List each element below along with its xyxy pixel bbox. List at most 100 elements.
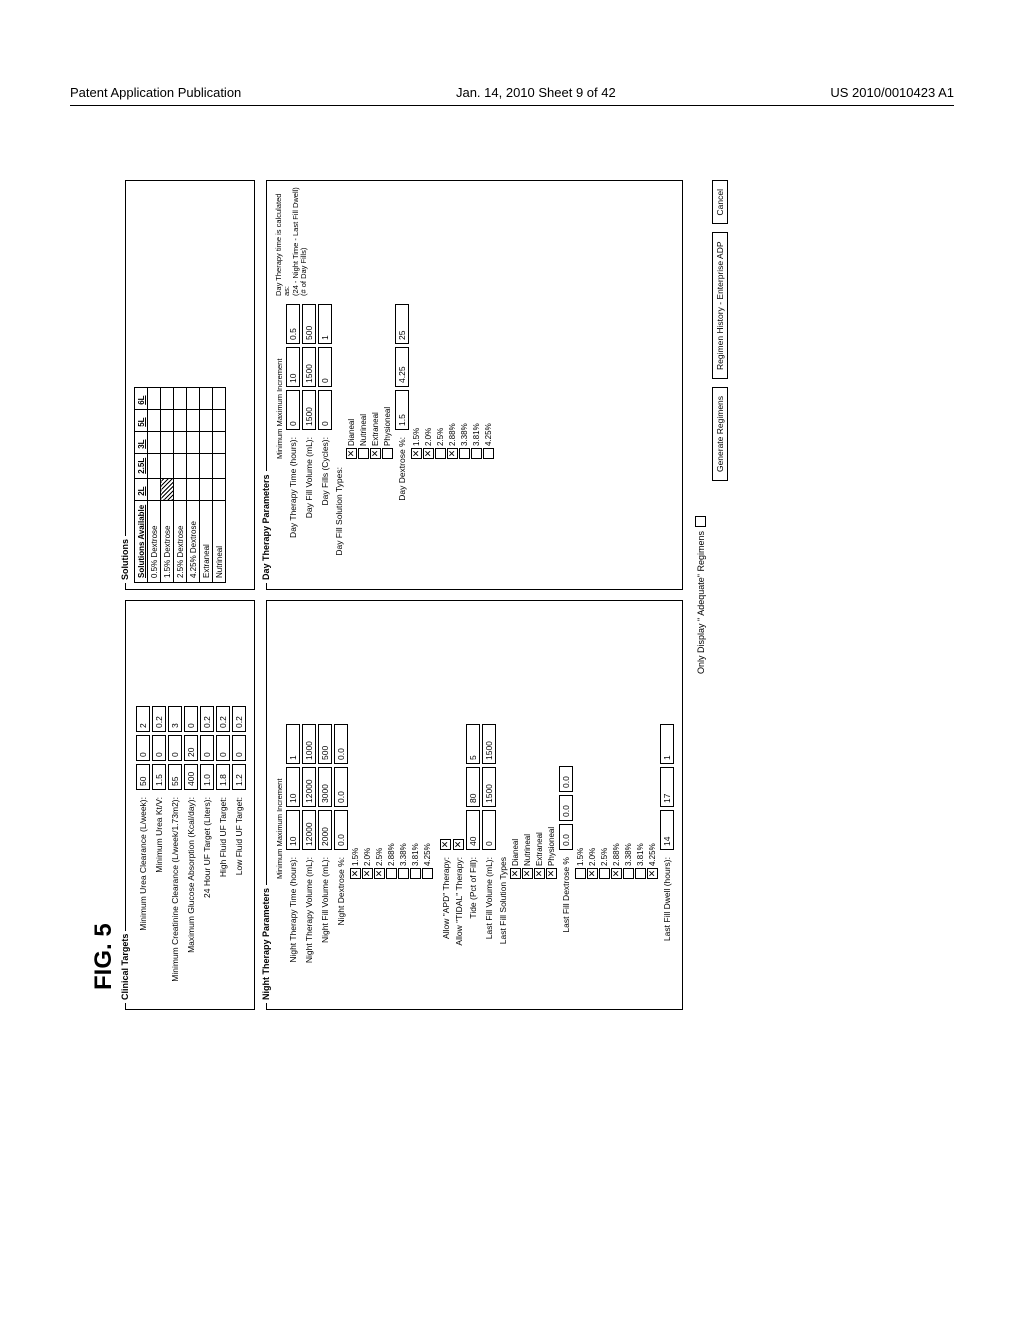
sol-cell[interactable] xyxy=(213,387,226,409)
ct-val-b[interactable]: 0 xyxy=(168,735,182,761)
cancel-button[interactable]: Cancel xyxy=(712,180,728,224)
day-dex-opt-checkbox[interactable] xyxy=(423,448,434,459)
lastfillsol-checkbox[interactable] xyxy=(522,868,533,879)
lastfilldex-opt-checkbox[interactable] xyxy=(623,868,634,879)
sol-cell[interactable] xyxy=(148,478,161,500)
sol-cell[interactable] xyxy=(161,478,174,500)
night-dextrose-min[interactable]: 0.0 xyxy=(334,810,348,850)
last-fill-dwell-min[interactable]: 14 xyxy=(660,810,674,850)
day-dex-opt-checkbox[interactable] xyxy=(459,448,470,459)
night-volume-min[interactable]: 12000 xyxy=(302,810,316,850)
ct-val-c[interactable]: 0.2 xyxy=(200,706,214,732)
night-volume-max[interactable]: 12000 xyxy=(302,767,316,807)
sol-cell[interactable] xyxy=(187,409,200,431)
sol-cell[interactable] xyxy=(200,431,213,453)
day-soltype-checkbox[interactable] xyxy=(382,448,393,459)
ct-val-b[interactable]: 20 xyxy=(184,735,198,761)
generate-button[interactable]: Generate Regimens xyxy=(712,387,728,481)
day-soltype-checkbox[interactable] xyxy=(370,448,381,459)
sol-cell[interactable] xyxy=(148,387,161,409)
last-fill-dwell-inc[interactable]: 1 xyxy=(660,724,674,764)
day-time-min[interactable]: 0 xyxy=(286,390,300,430)
day-cycles-max[interactable]: 0 xyxy=(318,347,332,387)
night-dex-opt-checkbox[interactable] xyxy=(398,868,409,879)
lastfilldex-inc[interactable]: 0.0 xyxy=(559,766,573,792)
day-dex-opt-checkbox[interactable] xyxy=(447,448,458,459)
sol-cell[interactable] xyxy=(161,431,174,453)
ct-val-b[interactable]: 0 xyxy=(152,735,166,761)
sol-cell[interactable] xyxy=(174,409,187,431)
night-fill-inc[interactable]: 500 xyxy=(318,724,332,764)
day-fill-min[interactable]: 1500 xyxy=(302,390,316,430)
sol-cell[interactable] xyxy=(187,478,200,500)
allow-apd-checkbox[interactable] xyxy=(440,839,451,850)
lastfillsol-checkbox[interactable] xyxy=(510,868,521,879)
sol-cell[interactable] xyxy=(213,453,226,478)
day-dex-opt-checkbox[interactable] xyxy=(411,448,422,459)
sol-cell[interactable] xyxy=(148,409,161,431)
sol-cell[interactable] xyxy=(200,387,213,409)
lastfilldex-opt-checkbox[interactable] xyxy=(599,868,610,879)
night-volume-inc[interactable]: 1000 xyxy=(302,724,316,764)
only-display-checkbox[interactable] xyxy=(695,516,706,527)
lastfilldex-min[interactable]: 0.0 xyxy=(559,824,573,850)
sol-cell[interactable] xyxy=(187,431,200,453)
tide-min[interactable]: 40 xyxy=(466,810,480,850)
sol-cell[interactable] xyxy=(148,453,161,478)
lastfilldex-opt-checkbox[interactable] xyxy=(647,868,658,879)
ct-val-a[interactable]: 1.8 xyxy=(216,764,230,790)
lastfilldex-opt-checkbox[interactable] xyxy=(611,868,622,879)
ct-val-a[interactable]: 55 xyxy=(168,764,182,790)
sol-cell[interactable] xyxy=(213,478,226,500)
day-dextrose-inc[interactable]: 25 xyxy=(395,304,409,344)
day-dex-opt-checkbox[interactable] xyxy=(471,448,482,459)
ct-val-c[interactable]: 0.2 xyxy=(152,706,166,732)
tide-max[interactable]: 80 xyxy=(466,767,480,807)
day-fill-inc[interactable]: 500 xyxy=(302,304,316,344)
day-cycles-min[interactable]: 0 xyxy=(318,390,332,430)
day-cycles-inc[interactable]: 1 xyxy=(318,304,332,344)
ct-val-a[interactable]: 1.0 xyxy=(200,764,214,790)
sol-cell[interactable] xyxy=(187,453,200,478)
day-time-max[interactable]: 10 xyxy=(286,347,300,387)
lastfilldex-opt-checkbox[interactable] xyxy=(575,868,586,879)
sol-cell[interactable] xyxy=(213,409,226,431)
day-dextrose-max[interactable]: 4.25 xyxy=(395,347,409,387)
sol-cell[interactable] xyxy=(174,387,187,409)
day-time-inc[interactable]: 0.5 xyxy=(286,304,300,344)
night-dextrose-inc[interactable]: 0.0 xyxy=(334,724,348,764)
ct-val-b[interactable]: 0 xyxy=(232,735,246,761)
ct-val-b[interactable]: 0 xyxy=(136,735,150,761)
sol-cell[interactable] xyxy=(200,478,213,500)
ct-val-c[interactable]: 3 xyxy=(168,706,182,732)
allow-tidal-checkbox[interactable] xyxy=(453,839,464,850)
day-fill-max[interactable]: 1500 xyxy=(302,347,316,387)
day-dex-opt-checkbox[interactable] xyxy=(435,448,446,459)
ct-val-a[interactable]: 400 xyxy=(184,764,198,790)
last-fill-vol-max[interactable]: 1500 xyxy=(482,767,496,807)
sol-cell[interactable] xyxy=(200,453,213,478)
sol-cell[interactable] xyxy=(148,431,161,453)
sol-cell[interactable] xyxy=(174,431,187,453)
lastfillsol-checkbox[interactable] xyxy=(534,868,545,879)
ct-val-c[interactable]: 0.2 xyxy=(216,706,230,732)
ct-val-b[interactable]: 0 xyxy=(216,735,230,761)
ct-val-c[interactable]: 0 xyxy=(184,706,198,732)
ct-val-a[interactable]: 1.2 xyxy=(232,764,246,790)
lastfillsol-checkbox[interactable] xyxy=(546,868,557,879)
night-dex-opt-checkbox[interactable] xyxy=(422,868,433,879)
sol-cell[interactable] xyxy=(213,431,226,453)
night-dex-opt-checkbox[interactable] xyxy=(350,868,361,879)
day-dextrose-min[interactable]: 1.5 xyxy=(395,390,409,430)
last-fill-dwell-max[interactable]: 17 xyxy=(660,767,674,807)
ct-val-a[interactable]: 50 xyxy=(136,764,150,790)
night-time-max[interactable]: 10 xyxy=(286,767,300,807)
night-fill-min[interactable]: 2000 xyxy=(318,810,332,850)
ct-val-b[interactable]: 0 xyxy=(200,735,214,761)
ct-val-c[interactable]: 0.2 xyxy=(232,706,246,732)
day-soltype-checkbox[interactable] xyxy=(358,448,369,459)
night-dex-opt-checkbox[interactable] xyxy=(374,868,385,879)
day-soltype-checkbox[interactable] xyxy=(346,448,357,459)
day-dex-opt-checkbox[interactable] xyxy=(483,448,494,459)
night-dextrose-max[interactable]: 0.0 xyxy=(334,767,348,807)
